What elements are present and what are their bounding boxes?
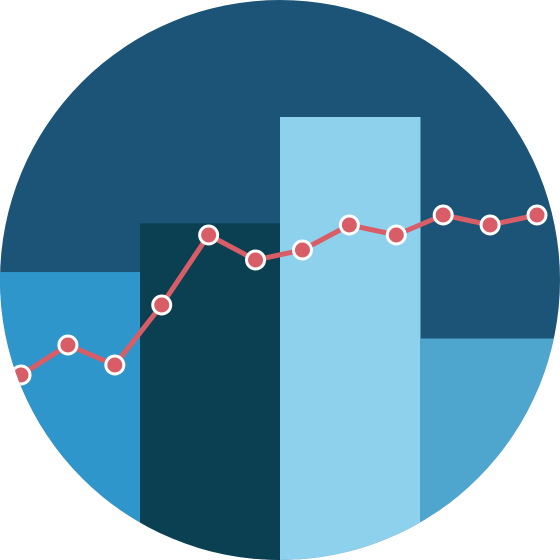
line-point-2 xyxy=(57,334,79,356)
line-point-12 xyxy=(526,204,548,226)
line-point-9 xyxy=(385,224,407,246)
bar-3 xyxy=(280,117,421,560)
bar-1 xyxy=(0,272,141,560)
line-point-10 xyxy=(432,204,454,226)
line-point-6 xyxy=(245,249,267,271)
line-point-5 xyxy=(198,224,220,246)
line-point-11 xyxy=(479,214,501,236)
bar-2 xyxy=(140,223,281,560)
line-point-7 xyxy=(291,239,313,261)
line-point-3 xyxy=(104,354,126,376)
marker-group xyxy=(10,204,548,386)
line-point-1 xyxy=(10,364,32,386)
line-point-4 xyxy=(151,294,173,316)
bar-4 xyxy=(420,338,560,560)
line-point-8 xyxy=(338,214,360,236)
